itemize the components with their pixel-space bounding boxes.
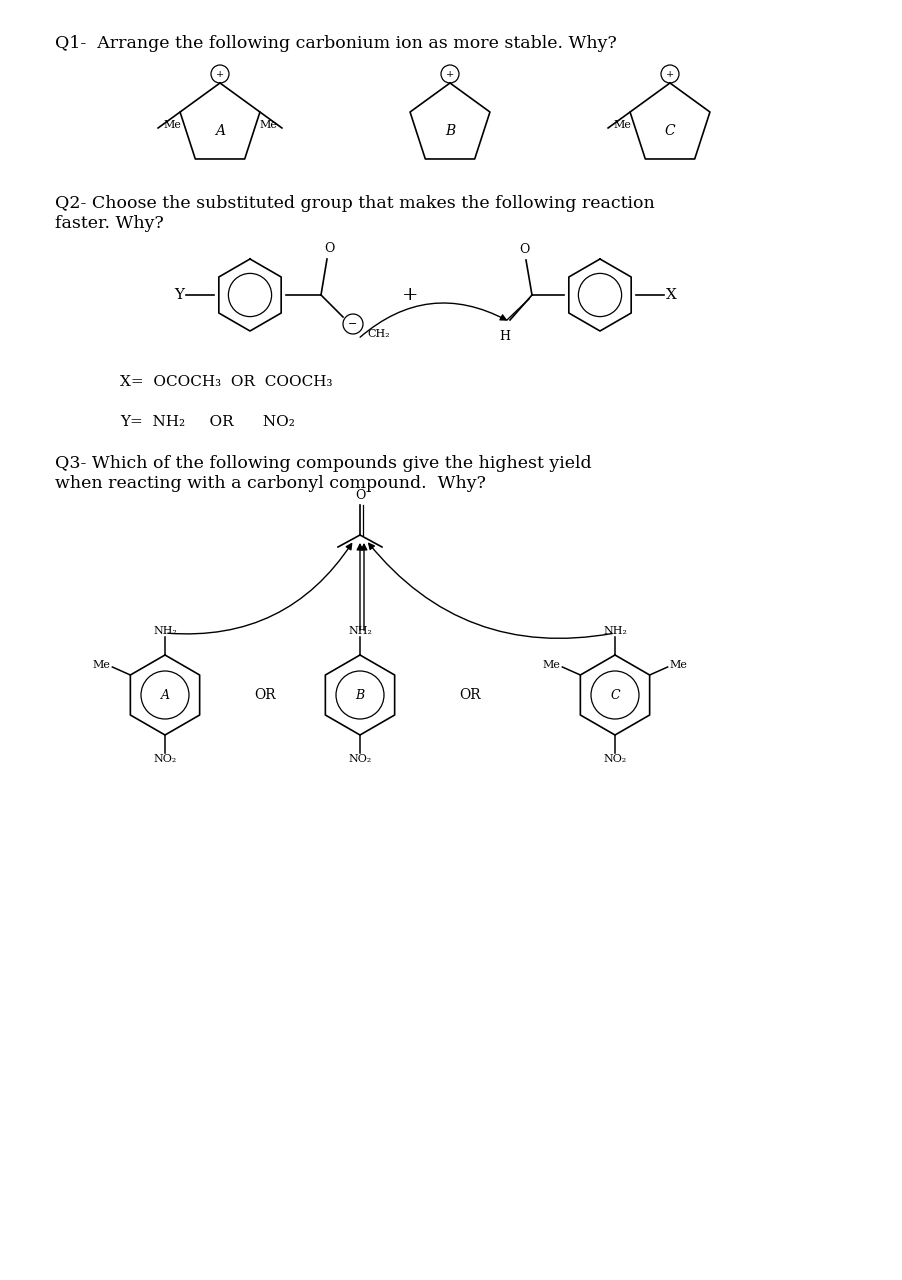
Text: O: O (519, 243, 529, 256)
Text: NO₂: NO₂ (153, 754, 177, 764)
FancyArrowPatch shape (369, 544, 612, 639)
FancyArrowPatch shape (360, 303, 506, 337)
Text: NH₂: NH₂ (348, 626, 372, 636)
FancyArrowPatch shape (361, 544, 367, 630)
Text: B: B (355, 689, 364, 701)
FancyArrowPatch shape (168, 544, 352, 634)
Text: Y: Y (174, 288, 184, 302)
Text: OR: OR (254, 689, 276, 701)
Text: Me: Me (163, 120, 181, 131)
Text: +: + (446, 69, 454, 78)
Text: B: B (445, 124, 456, 138)
Text: A: A (161, 689, 170, 701)
Text: NH₂: NH₂ (153, 626, 177, 636)
Text: +: + (216, 69, 224, 78)
Text: Y=  NH₂     OR      NO₂: Y= NH₂ OR NO₂ (120, 415, 295, 429)
Text: OR: OR (459, 689, 481, 701)
Text: Me: Me (669, 660, 687, 669)
Text: X=  OCOCH₃  OR  COOCH₃: X= OCOCH₃ OR COOCH₃ (120, 375, 333, 389)
Text: C: C (665, 124, 676, 138)
Text: NO₂: NO₂ (348, 754, 372, 764)
Text: NO₂: NO₂ (603, 754, 627, 764)
Text: Me: Me (613, 120, 631, 131)
Text: A: A (215, 124, 225, 138)
Text: +: + (401, 285, 419, 305)
Text: O: O (354, 489, 365, 502)
Text: Me: Me (93, 660, 110, 669)
Text: Me: Me (259, 120, 277, 131)
Text: −: − (348, 319, 358, 329)
Text: Q1-  Arrange the following carbonium ion as more stable. Why?: Q1- Arrange the following carbonium ion … (55, 35, 617, 52)
Text: Q2- Choose the substituted group that makes the following reaction
faster. Why?: Q2- Choose the substituted group that ma… (55, 195, 655, 232)
Text: Q3- Which of the following compounds give the highest yield
when reacting with a: Q3- Which of the following compounds giv… (55, 454, 592, 492)
Text: C: C (610, 689, 620, 701)
Text: H: H (500, 330, 511, 343)
Text: Me: Me (542, 660, 560, 669)
Text: O: O (324, 242, 334, 255)
FancyArrowPatch shape (357, 544, 363, 630)
Text: X: X (666, 288, 676, 302)
Text: +: + (666, 69, 674, 78)
Text: NH₂: NH₂ (603, 626, 627, 636)
Text: CH₂: CH₂ (367, 329, 390, 339)
